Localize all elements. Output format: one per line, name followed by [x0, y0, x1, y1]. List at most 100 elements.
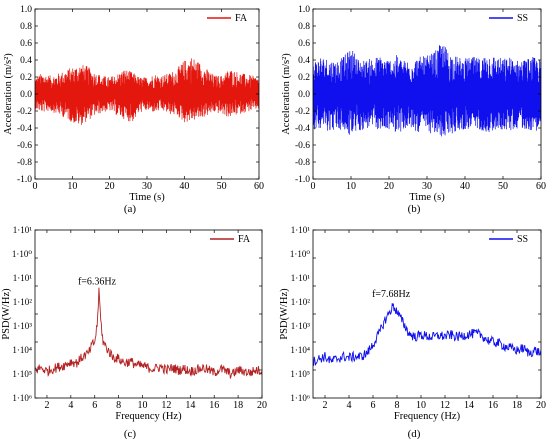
- y-tick-label: -1.0: [295, 175, 310, 185]
- y-tick-label: 1·10¹: [291, 273, 310, 283]
- y-tick-label: 0.0: [298, 90, 310, 100]
- y-tick-label: 1·10²: [13, 297, 32, 307]
- legend-label: SS: [517, 234, 528, 245]
- y-tick-label: 0.4: [20, 56, 32, 66]
- y-tick-label: 1·10⁶: [12, 393, 32, 403]
- x-tick-label: 4: [68, 400, 73, 411]
- chart-panel-1: 0 10 20 30 40 50 60 -1.0 -0.8 -0.6 -0.4 -0.2 0.0 0.2 0…: [3, 5, 264, 215]
- y-tick-label: 1·10¹: [13, 225, 32, 235]
- y-tick-label: 1·10⁵: [12, 369, 32, 379]
- x-tick-label: 8: [116, 400, 121, 411]
- x-tick-label: 10: [138, 400, 148, 411]
- legend-label: SS: [517, 13, 528, 24]
- x-tick-label: 4: [347, 400, 352, 411]
- chart-panel-4: 2 4 6 8 10 12 14 16 18 20 1·10⁶ 1·10⁵ 1·10⁴ 1·10³ 1·10…: [279, 225, 546, 439]
- x-tick-label: 20: [384, 181, 394, 192]
- y-tick-label: -0.8: [17, 158, 32, 168]
- y-tick-label: 1·10⁵: [290, 369, 310, 379]
- plot-frame: [312, 229, 542, 399]
- x-tick-label: 20: [536, 400, 546, 411]
- x-tick-label: 6: [371, 400, 376, 411]
- panel-label: (a): [124, 203, 137, 215]
- x-tick-label: 8: [395, 400, 400, 411]
- y-tick-label: 1·10³: [291, 321, 310, 331]
- y-tick-label: -0.4: [295, 124, 310, 134]
- y-tick-label: -0.2: [17, 107, 32, 117]
- y-tick-label: -0.2: [295, 107, 310, 117]
- y-tick-label: 1·10⁴: [290, 345, 310, 355]
- x-tick-label: 2: [323, 400, 328, 411]
- y-tick-label: 0.2: [298, 73, 310, 83]
- y-tick-label: 1·10⁰: [290, 249, 310, 259]
- y-tick-label: 1·10⁰: [12, 249, 32, 259]
- panel-label: (b): [408, 203, 421, 215]
- x-tick-label: 0: [311, 181, 316, 192]
- x-tick-label: 50: [498, 181, 508, 192]
- y-tick-label: 0.8: [298, 22, 310, 32]
- y-tick-label: 1·10¹: [291, 225, 310, 235]
- x-tick-label: 10: [67, 181, 77, 192]
- x-tick-label: 30: [142, 181, 152, 192]
- legend-label: FA: [238, 234, 251, 245]
- y-tick-label: 0.8: [20, 22, 32, 32]
- y-tick-label: 0.2: [20, 73, 32, 83]
- y-tick-label: 1·10²: [291, 297, 310, 307]
- y-tick-label: 1.0: [20, 5, 32, 15]
- series-line-FA: [35, 58, 259, 125]
- panel-label: (c): [124, 428, 137, 439]
- series-line-FA: [35, 287, 262, 380]
- x-tick-label: 50: [217, 181, 227, 192]
- series-SS: [313, 303, 541, 366]
- x-tick-label: 2: [44, 400, 49, 411]
- chart-panel-2: 0 10 20 30 40 50 60 -1.0 -0.8 -0.6 -0.4 -0.2 0.0 0.2 0…: [281, 5, 546, 215]
- series-FA: [35, 287, 262, 380]
- x-tick-label: 10: [416, 400, 426, 411]
- x-tick-label: 16: [488, 400, 498, 411]
- y-tick-label: 1·10³: [13, 321, 32, 331]
- x-axis-label: Frequency (Hz): [115, 411, 182, 422]
- y-axis-label: PSD(W/Hz): [279, 288, 290, 340]
- y-tick-label: 1·10¹: [13, 273, 32, 283]
- x-tick-label: 12: [161, 400, 171, 411]
- x-tick-label: 60: [536, 181, 546, 192]
- x-tick-label: 6: [92, 400, 97, 411]
- y-tick-label: 1·10⁴: [12, 345, 32, 355]
- x-tick-label: 18: [512, 400, 522, 411]
- panel-label: (d): [408, 428, 421, 439]
- y-tick-label: 0.6: [20, 39, 32, 49]
- y-tick-label: 1·10⁶: [290, 393, 310, 403]
- y-axis-label: Acceleration (m/s²): [3, 53, 14, 135]
- legend-label: FA: [235, 13, 248, 24]
- series-FA: [35, 58, 259, 125]
- y-tick-label: 0.6: [298, 39, 310, 49]
- x-tick-label: 40: [179, 181, 189, 192]
- x-tick-label: 14: [464, 400, 474, 411]
- y-tick-label: -0.8: [295, 158, 310, 168]
- y-tick-label: -1.0: [17, 175, 32, 185]
- series-SS: [313, 45, 541, 137]
- y-axis-label: Acceleration (m/s²): [281, 53, 292, 135]
- x-tick-label: 14: [185, 400, 195, 411]
- x-axis-label: Frequency (Hz): [394, 411, 461, 422]
- peak-annotation: f=7.68Hz: [372, 289, 411, 300]
- x-tick-label: 0: [33, 181, 38, 192]
- x-tick-label: 40: [460, 181, 470, 192]
- y-tick-label: 1.0: [298, 5, 310, 15]
- series-line-SS: [313, 45, 541, 137]
- x-tick-label: 16: [209, 400, 219, 411]
- x-tick-label: 10: [346, 181, 356, 192]
- x-axis-label: Time (s): [409, 192, 445, 203]
- y-axis-label: PSD(W/Hz): [1, 288, 12, 340]
- x-tick-label: 20: [257, 400, 267, 411]
- y-tick-label: -0.6: [295, 141, 310, 151]
- x-tick-label: 60: [254, 181, 264, 192]
- y-tick-label: 0.0: [20, 90, 32, 100]
- y-tick-label: 0.4: [298, 56, 310, 66]
- y-tick-label: -0.4: [17, 124, 32, 134]
- x-axis-label: Time (s): [129, 192, 165, 203]
- x-tick-label: 30: [422, 181, 432, 192]
- x-tick-label: 20: [105, 181, 115, 192]
- x-tick-label: 12: [440, 400, 450, 411]
- y-tick-label: -0.6: [17, 141, 32, 151]
